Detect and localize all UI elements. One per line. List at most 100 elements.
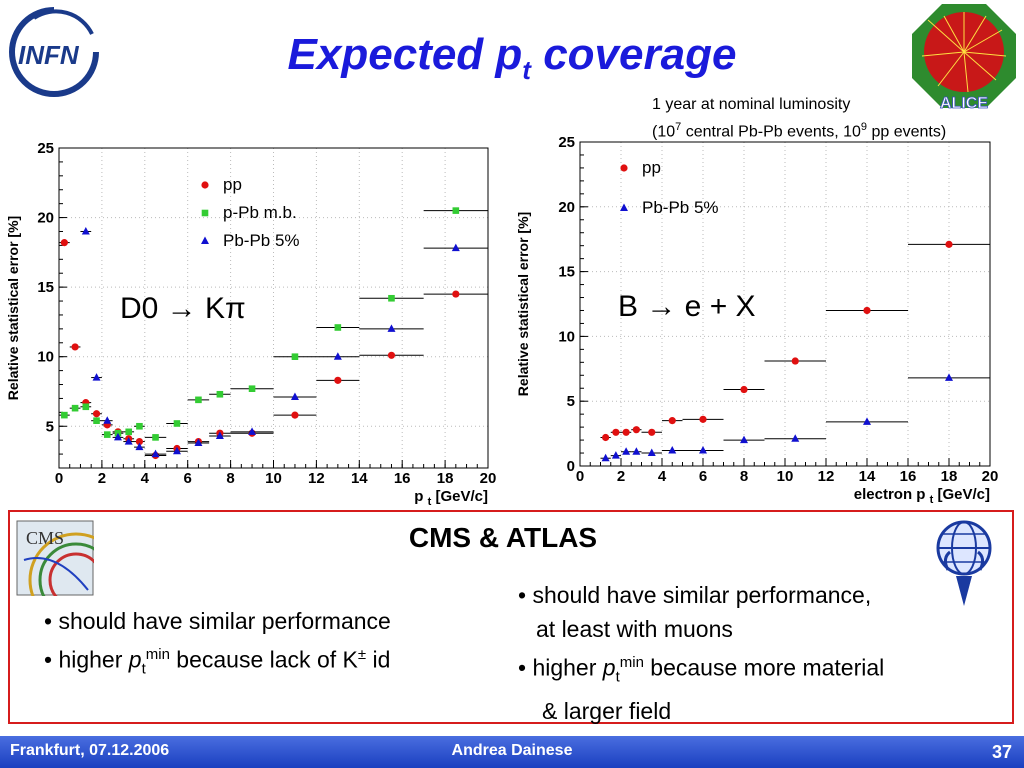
data-point [863,306,871,315]
data-point [945,240,953,248]
x-tick-label: 8 [740,468,748,485]
x-axis-label: electron p t [GeV/c] [854,486,990,506]
alice-logo: ALICE [912,4,1016,112]
legend-marker [201,209,209,217]
data-point [622,447,631,455]
data-point [81,226,90,235]
x-tick-label: 20 [480,470,497,487]
data-point [791,357,799,365]
data-point [152,434,159,441]
atlas-bullet-1: • should have similar performance, [518,582,872,608]
data-point [135,442,144,451]
legend-label: Pb-Pb 5% [642,198,719,217]
y-tick-label: 20 [37,210,54,227]
y-axis-label: Relative statistical error [%] [5,216,21,400]
data-point [668,417,676,425]
y-tick-label: 10 [37,349,54,366]
x-tick-label: 4 [658,468,667,485]
legend-label: pp [642,158,661,177]
x-tick-label: 10 [265,470,282,487]
data-point [291,353,299,360]
x-tick-label: 10 [777,468,794,485]
legend-marker [620,164,628,172]
atlas-logo [936,520,992,606]
x-axis-label: p t [GeV/c] [414,488,488,508]
data-point [60,239,68,247]
x-tick-label: 12 [308,470,325,487]
legend-label: Pb-Pb 5% [223,231,300,250]
chart-annotation: D0 → Kπ [120,292,246,325]
data-point [601,453,610,462]
data-point [699,415,707,423]
y-tick-label: 25 [558,134,575,151]
luminosity-note: 1 year at nominal luminosity (107 centra… [652,94,946,143]
data-point [113,432,122,441]
data-point [740,385,748,394]
data-point [172,446,181,455]
page-title: Expected pt coverage [287,30,737,85]
data-point [699,445,707,454]
data-point [388,294,395,302]
b-electron-chart: 0 2 4 6 8 10 12 14 16 18 20 0 5 10 15 20 25 Relative stat… [515,134,998,506]
data-point [387,324,396,332]
y-tick-label: 15 [558,264,575,281]
x-tick-label: 6 [184,470,192,487]
data-point [92,373,101,381]
data-point [151,449,160,458]
d0-chart: 0 2 4 6 8 10 12 14 16 18 20 5 10 15 20 25 Relative stati… [5,140,497,508]
atlas-bullets: • should have similar performance, at le… [518,578,884,728]
x-tick-label: 12 [818,468,835,485]
footer-bar: Frankfurt, 07.12.2006 Andrea Dainese 37 [0,736,1024,768]
data-point [945,373,953,381]
y-axis-label: Relative statistical error [%] [515,212,531,396]
data-point [740,435,748,444]
data-point [71,404,79,412]
data-point [668,445,677,454]
data-point [648,428,656,436]
chart-annotation: B → e + X [618,290,756,323]
panel-title: CMS & ATLAS [408,522,598,553]
data-point [173,420,181,427]
legend-marker [201,181,209,189]
infn-logo: INFN [9,7,99,97]
data-point [452,207,460,214]
atlas-bullet-2-cont: & larger field [542,698,672,725]
data-point [216,390,224,398]
data-point [387,351,396,359]
cms-bullet-2: • higher ptmin because lack of K± id [44,646,391,678]
legend-label: pp [223,175,242,194]
x-tick-label: 16 [900,468,917,485]
cms-atlas-panel [8,510,1014,724]
x-tick-label: 18 [941,468,958,485]
x-tick-label: 6 [699,468,707,485]
legend-marker [201,236,209,244]
x-tick-label: 8 [226,470,234,487]
data-point [647,448,656,457]
data-point [194,438,203,446]
note-line-2: (107 central Pb-Pb events, 109 pp events… [652,121,947,141]
x-tick-label: 4 [141,470,150,487]
series-pb-pb-5- [80,226,488,458]
alice-logo-text: ALICE [940,95,988,112]
data-point [248,427,257,435]
data-point [333,352,342,360]
data-point [82,403,90,411]
data-point [791,434,800,442]
data-point [632,447,641,455]
legend-marker [620,203,628,211]
x-tick-label: 0 [576,468,584,485]
data-point [71,343,79,351]
x-tick-label: 14 [351,470,368,487]
data-point [248,385,256,392]
x-tick-label: 18 [437,470,454,487]
data-point [602,433,610,442]
series-pb-pb-5- [600,373,990,462]
cms-logo: CMS [16,520,94,596]
data-point [334,376,342,384]
x-tick-label: 16 [394,470,411,487]
data-point [290,392,299,401]
legend-label: p-Pb m.b. [223,203,297,222]
data-point [135,437,144,446]
cms-bullets: • should have similar performance • high… [44,604,391,686]
atlas-bullet-2: • higher ptmin because more material [518,654,885,686]
